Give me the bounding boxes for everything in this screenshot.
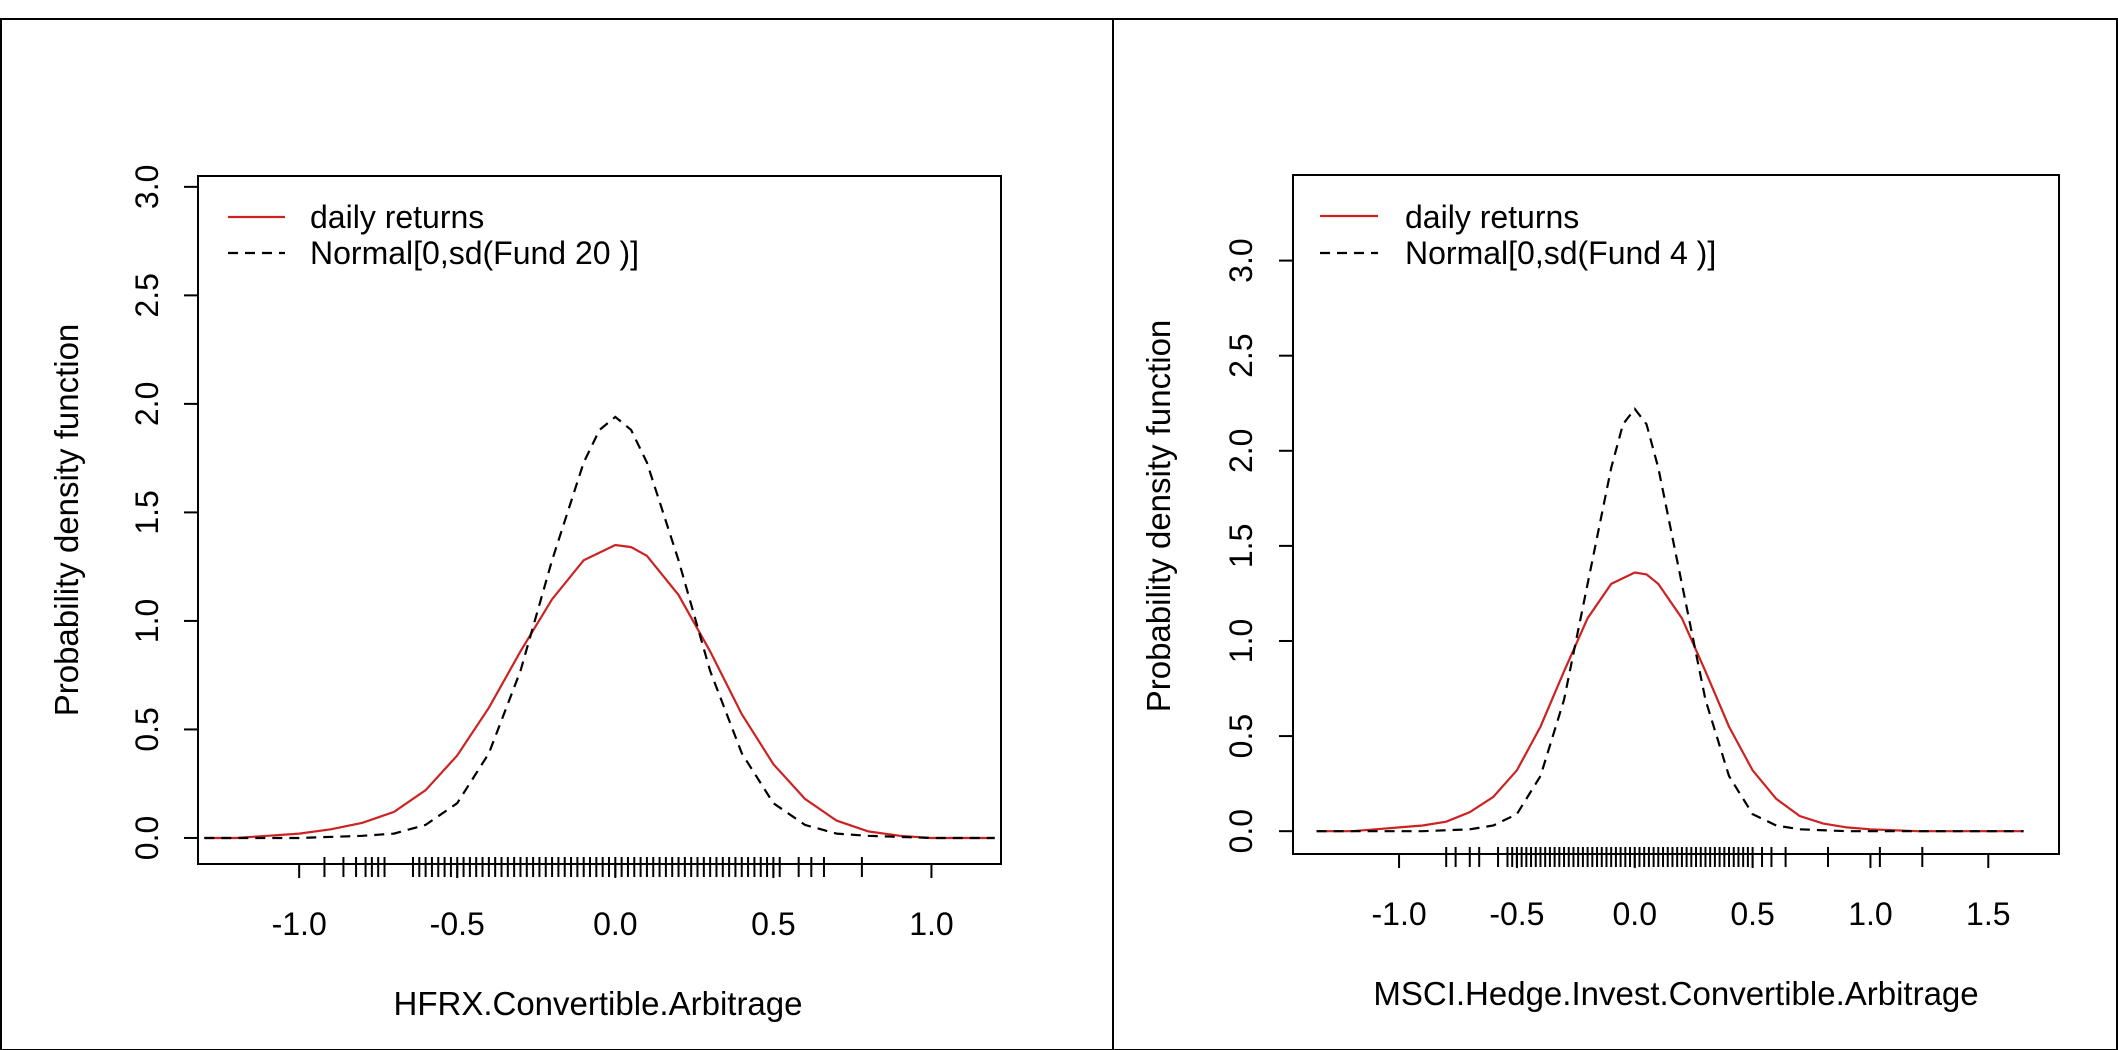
right-panel-frame: [1112, 18, 2118, 1050]
right-daily-returns-curve: [1316, 571, 2024, 833]
right-normal-curve: [1316, 407, 2024, 833]
right-x-axis: -1.0 -0.5 0.0 0.5 1.0 1.5: [1371, 854, 2011, 932]
left-rug-marks: [323, 857, 863, 877]
right-y-axis-title: Probability density function: [1140, 320, 1177, 713]
left-panel-frame: [0, 18, 1114, 1050]
left-x-tick-label: -0.5: [430, 906, 485, 942]
left-x-axis-title: HFRX.Convertible.Arbitrage: [394, 985, 803, 1022]
right-x-axis-title: MSCI.Hedge.Invest.Convertible.Arbitrage: [1373, 975, 1978, 1012]
right-y-axis: 0.0 0.5 1.0 1.5 2.0 2.5 3.0: [1223, 238, 1293, 853]
left-y-tick-label: 3.0: [129, 165, 165, 209]
left-y-tick-label: 0.0: [129, 816, 165, 860]
right-curves: [1316, 407, 2024, 833]
left-x-tick-label: 0.0: [593, 906, 637, 942]
right-x-tick-label: -1.0: [1371, 896, 1426, 932]
right-x-tick-label: 1.5: [1966, 896, 2010, 932]
right-legend: daily returns Normal[0,sd(Fund 4 )]: [1320, 199, 1716, 271]
left-y-axis: 0.0 0.5 1.0 1.5 2.0 2.5 3.0: [129, 165, 198, 860]
left-plot-area: [197, 175, 1002, 865]
left-y-tick-label: 2.0: [129, 382, 165, 426]
left-y-tick-label: 2.5: [129, 273, 165, 317]
right-x-tick-label: 1.0: [1848, 896, 1892, 932]
left-x-tick-label: 0.5: [751, 906, 795, 942]
left-x-tick-label: 1.0: [909, 906, 953, 942]
left-y-tick-label: 0.5: [129, 707, 165, 751]
right-x-tick-label: 0.0: [1613, 896, 1657, 932]
left-y-tick-label: 1.0: [129, 599, 165, 643]
left-normal-curve: [204, 415, 995, 840]
left-legend-label-daily-returns: daily returns: [310, 199, 484, 235]
right-x-tick-label: 0.5: [1730, 896, 1774, 932]
right-y-tick-label: 0.5: [1223, 714, 1259, 758]
left-legend-label-normal: Normal[0,sd(Fund 20 )]: [310, 235, 639, 271]
right-y-tick-label: 2.5: [1223, 333, 1259, 377]
left-density-chart: -1.0 -0.5 0.0 0.5 1.0 0.00.51.01.52.02.53.0 …: [48, 165, 1002, 1022]
right-density-chart: -1.0 -0.5 0.0 0.5 1.0 1.5 0.0 0.5 1.0 1.5 2.0 2.5 3…: [1140, 174, 2060, 1012]
right-x-tick-label: -0.5: [1489, 896, 1544, 932]
left-x-tick-label: -1.0: [272, 906, 327, 942]
left-legend: daily returns Normal[0,sd(Fund 20 )]: [228, 199, 639, 271]
left-x-axis: -1.0 -0.5 0.0 0.5 1.0: [272, 864, 954, 942]
left-daily-returns-curve: [204, 543, 995, 840]
right-rug-marks: [1445, 847, 1924, 867]
left-y-tick-label: 1.5: [129, 490, 165, 534]
right-y-tick-label: 1.5: [1223, 524, 1259, 568]
right-y-tick-label: 2.0: [1223, 429, 1259, 473]
right-legend-label-daily-returns: daily returns: [1405, 199, 1579, 235]
left-y-axis-title: Probability density function: [48, 324, 85, 717]
right-y-tick-label: 0.0: [1223, 809, 1259, 853]
left-curves: [204, 415, 995, 840]
right-y-tick-label: 1.0: [1223, 619, 1259, 663]
right-plot-area: [1292, 174, 2060, 855]
right-legend-label-normal: Normal[0,sd(Fund 4 )]: [1405, 235, 1716, 271]
right-y-tick-label: 3.0: [1223, 238, 1259, 282]
